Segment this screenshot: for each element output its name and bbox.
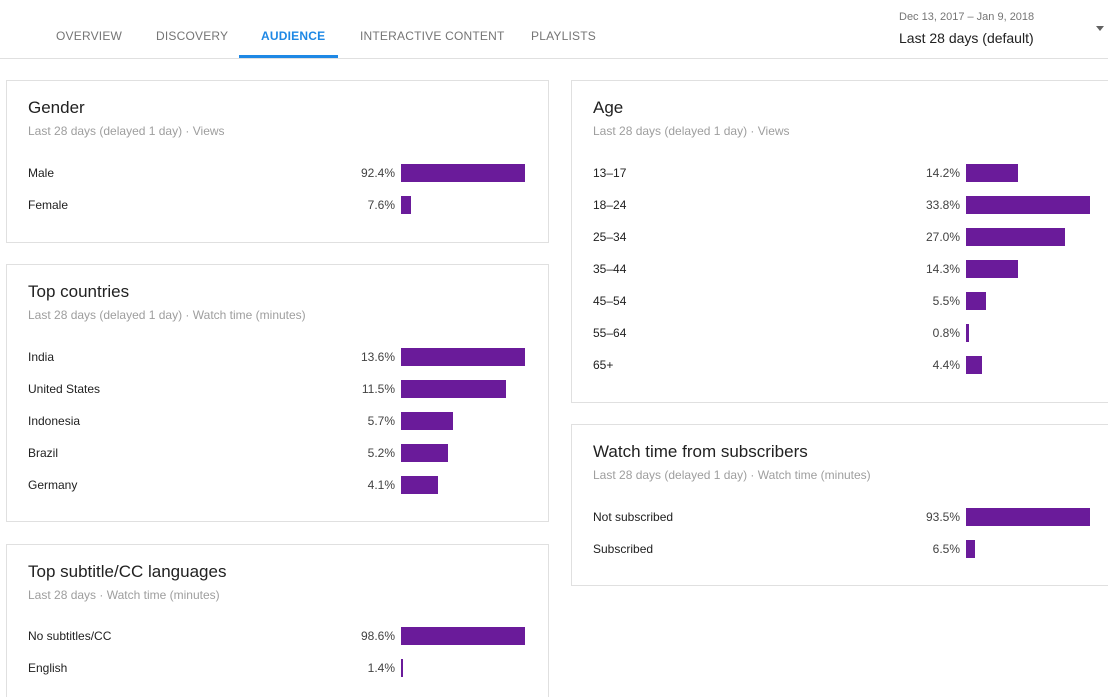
date-range-selector[interactable]: Dec 13, 2017 – Jan 9, 2018 Last 28 days … — [899, 8, 1108, 52]
bar-row: Germany 4.1% — [7, 475, 548, 507]
bar-row: 65+ 4.4% — [572, 355, 1108, 387]
bar-row: India 13.6% — [7, 347, 548, 379]
bar-row-percent: 27.0% — [925, 230, 960, 244]
bar-row-percent: 5.2% — [367, 446, 395, 460]
card-title: Gender — [28, 98, 85, 117]
bar-row: Male 92.4% — [7, 163, 548, 195]
card-subtitle: Last 28 days (delayed 1 day) · Watch tim… — [28, 308, 306, 322]
bar-row: 45–54 5.5% — [572, 291, 1108, 323]
bar-row-label: India — [28, 350, 55, 364]
top-countries-card: Top countries Last 28 days (delayed 1 da… — [6, 264, 549, 522]
bar-row-label: Male — [28, 166, 55, 180]
top-tab-bar: OVERVIEW DISCOVERY AUDIENCE INTERACTIVE … — [0, 0, 1108, 59]
bar-row-label: 65+ — [593, 358, 614, 372]
bar-row-bar — [401, 380, 506, 398]
bar-row: Subscribed 6.5% — [572, 539, 1108, 571]
bar-row-percent: 11.5% — [361, 382, 395, 396]
bar-row-label: English — [28, 661, 68, 675]
tab-overview[interactable]: OVERVIEW — [56, 29, 123, 43]
bar-row-bar — [401, 412, 453, 430]
tab-discovery[interactable]: DISCOVERY — [156, 29, 229, 43]
bar-row: No subtitles/CC 98.6% — [7, 626, 548, 658]
bar-row-percent: 92.4% — [360, 166, 395, 180]
bar-row-label: 45–54 — [593, 294, 627, 308]
age-card: Age Last 28 days (delayed 1 day) · Views… — [571, 80, 1108, 403]
bar-row-label: 25–34 — [593, 230, 627, 244]
card-title: Top subtitle/CC languages — [28, 562, 227, 581]
bar-row-percent: 14.3% — [925, 262, 960, 276]
bar-row-bar — [966, 356, 982, 374]
bar-row-label: Brazil — [28, 446, 59, 460]
bar-row-bar — [966, 196, 1090, 214]
bar-row: English 1.4% — [7, 658, 548, 690]
card-subtitle: Last 28 days (delayed 1 day) · Views — [28, 124, 225, 138]
card-subtitle: Last 28 days (delayed 1 day) · Watch tim… — [593, 468, 871, 482]
bar-row-bar — [401, 164, 525, 182]
bar-row-label: Subscribed — [593, 542, 654, 556]
bar-row: 13–17 14.2% — [572, 163, 1108, 195]
bar-row-bar — [401, 444, 448, 462]
bar-row: Not subscribed 93.5% — [572, 507, 1108, 539]
bar-row-label: Germany — [28, 478, 78, 492]
bar-row-percent: 6.5% — [932, 542, 960, 556]
card-title: Top countries — [28, 282, 130, 301]
bar-row-bar — [401, 627, 525, 645]
bar-row: 35–44 14.3% — [572, 259, 1108, 291]
bar-row-label: 35–44 — [593, 262, 627, 276]
bar-row-percent: 1.4% — [367, 661, 395, 675]
bar-row-bar — [401, 476, 438, 494]
bar-row-percent: 93.5% — [925, 510, 960, 524]
tab-playlists[interactable]: PLAYLISTS — [531, 29, 596, 43]
date-range-label: Last 28 days (default) — [899, 30, 1034, 46]
bar-row-bar — [401, 348, 525, 366]
bar-row-label: 55–64 — [593, 326, 627, 340]
bar-row-bar — [966, 292, 986, 310]
bar-row-bar — [966, 508, 1090, 526]
bar-row-percent: 4.1% — [367, 478, 395, 492]
tab-audience[interactable]: AUDIENCE — [261, 29, 326, 43]
bar-row-percent: 5.5% — [932, 294, 960, 308]
date-range-span: Dec 13, 2017 – Jan 9, 2018 — [899, 11, 1035, 23]
bar-row-label: 13–17 — [593, 166, 627, 180]
bar-row-label: Female — [28, 198, 69, 212]
bar-row: Brazil 5.2% — [7, 443, 548, 475]
bar-row: 18–24 33.8% — [572, 195, 1108, 227]
card-title: Watch time from subscribers — [593, 442, 808, 461]
bar-row-percent: 0.8% — [932, 326, 960, 340]
bar-row-label: Indonesia — [28, 414, 81, 428]
bar-row-percent: 33.8% — [925, 198, 960, 212]
subscribers-card: Watch time from subscribers Last 28 days… — [571, 424, 1108, 586]
bar-row-percent: 13.6% — [360, 350, 395, 364]
bar-row-bar — [966, 540, 975, 558]
bar-row-percent: 14.2% — [925, 166, 960, 180]
bar-row-percent: 4.4% — [932, 358, 960, 372]
bar-row-bar — [966, 164, 1018, 182]
bar-row-bar — [401, 659, 403, 677]
subtitle-languages-card: Top subtitle/CC languages Last 28 days ·… — [6, 544, 549, 697]
bar-row: Indonesia 5.7% — [7, 411, 548, 443]
bar-row-label: 18–24 — [593, 198, 627, 212]
active-tab-indicator — [239, 55, 338, 58]
card-title: Age — [593, 98, 624, 117]
card-subtitle: Last 28 days (delayed 1 day) · Views — [593, 124, 790, 138]
bar-row-label: No subtitles/CC — [28, 629, 112, 643]
gender-card: Gender Last 28 days (delayed 1 day) · Vi… — [6, 80, 549, 243]
bar-row-bar — [401, 196, 411, 214]
bar-row: 55–64 0.8% — [572, 323, 1108, 355]
bar-row: United States 11.5% — [7, 379, 548, 411]
bar-row-bar — [966, 324, 969, 342]
bar-row-bar — [966, 228, 1065, 246]
bar-row: Female 7.6% — [7, 195, 548, 227]
bar-row-bar — [966, 260, 1018, 278]
bar-row: 25–34 27.0% — [572, 227, 1108, 259]
caret-down-icon[interactable] — [1096, 26, 1104, 31]
bar-row-percent: 5.7% — [367, 414, 395, 428]
bar-row-label: Not subscribed — [593, 510, 674, 524]
bar-row-percent: 7.6% — [367, 198, 395, 212]
tab-interactive-content[interactable]: INTERACTIVE CONTENT — [360, 29, 505, 43]
card-subtitle: Last 28 days · Watch time (minutes) — [28, 588, 220, 602]
bar-row-label: United States — [28, 382, 101, 396]
bar-row-percent: 98.6% — [360, 629, 395, 643]
